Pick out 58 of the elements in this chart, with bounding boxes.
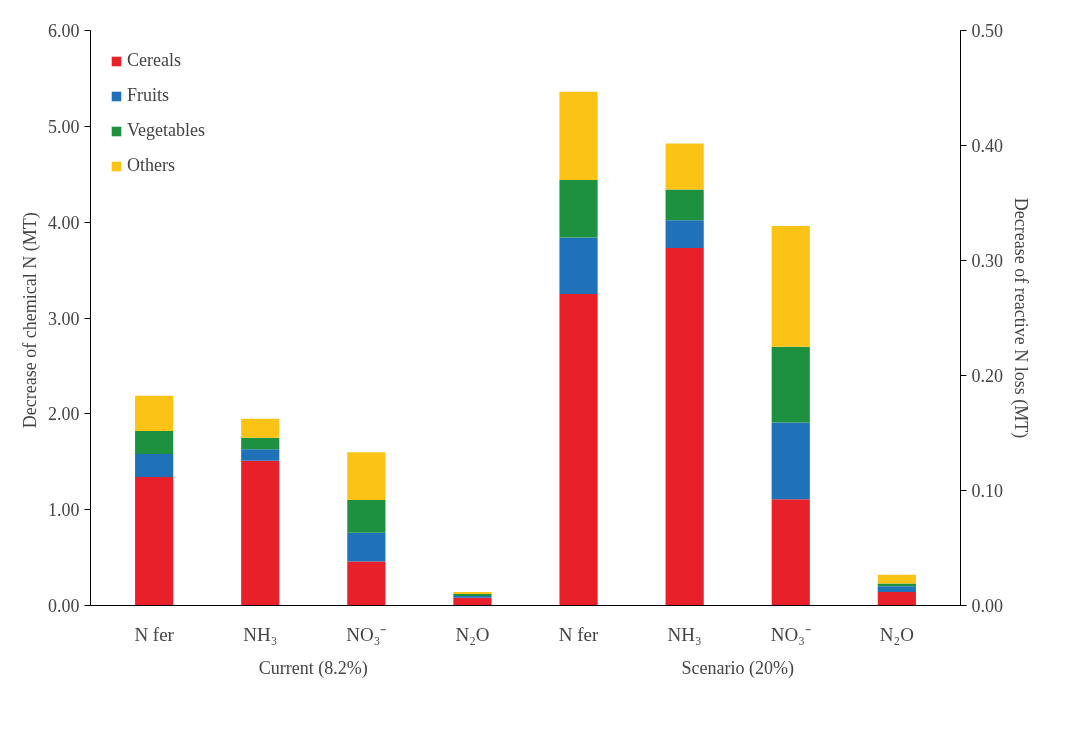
y-tick-label: 4.00 [48,212,80,233]
y2-tick-label: 0.50 [971,21,1003,41]
bar [453,597,492,606]
bar [665,220,704,249]
bar [241,437,280,450]
bar [665,189,704,221]
bar [559,91,598,180]
text: Scenario (20%) [681,657,794,679]
bar [241,449,280,461]
x-tick-label: N₂O [879,623,914,645]
x-tick-label: N₂O [455,623,490,645]
bar [559,237,598,295]
y-tick-label: 6.00 [48,21,80,41]
bar [877,574,916,584]
bar [135,477,174,606]
y-tick-label: 5.00 [48,116,80,137]
y-tick-label: 2.00 [48,404,80,425]
x-tick-label: N fer [558,623,599,645]
y2-tick-label: 0.20 [971,366,1003,386]
bar [559,180,598,238]
bar [877,586,916,593]
legend-label: Cereals [127,50,181,71]
y-axis-title: Decrease of chemical N (MT) [20,212,41,429]
bar [347,561,386,606]
bar [771,499,810,606]
legend-label: Fruits [127,85,170,106]
legend-label: Others [127,155,175,176]
x-tick-label: NO₃⁻ [346,623,387,645]
bar [347,452,386,501]
legend-label: Vegetables [127,120,205,141]
y2-tick-label: 0.00 [971,596,1003,616]
bar [771,226,810,347]
y-tick-label: 0.00 [48,596,80,616]
x-tick-label: NH₃ [667,623,702,645]
bar [135,454,174,478]
y-tick-label: 3.00 [48,308,80,329]
bar [877,583,916,587]
bar [771,346,810,423]
bar [665,248,704,606]
y2-tick-label: 0.10 [971,481,1003,501]
bar [771,422,810,500]
y-tick-label: 1.00 [48,500,80,521]
bar [559,294,598,606]
bar [241,418,280,438]
bar [241,460,280,606]
bar [347,500,386,533]
x-tick-label: N fer [134,623,175,645]
bar [665,143,704,190]
x-tick-label: NH₃ [243,623,278,645]
y2-tick-label: 0.30 [971,251,1003,271]
bar [347,532,386,562]
text: Current (8.2%) [258,657,368,679]
y2-tick-label: 0.40 [971,136,1003,156]
bar [135,431,174,455]
bar [877,592,916,606]
y2-axis-title: Decrease of reactive N loss (MT) [1010,197,1031,439]
x-tick-label: NO₃⁻ [770,623,811,645]
bar [135,395,174,432]
